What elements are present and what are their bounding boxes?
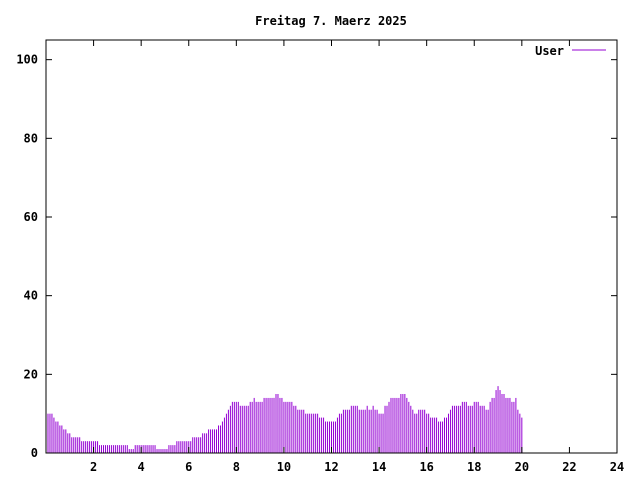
- tick-label: 24: [610, 460, 624, 474]
- chart-title: Freitag 7. Maerz 2025: [255, 14, 407, 28]
- tick-label: 20: [515, 460, 529, 474]
- tick-label: 14: [372, 460, 386, 474]
- tick-label: 80: [24, 131, 38, 145]
- bars-group: [45, 386, 523, 453]
- tick-label: 12: [324, 460, 338, 474]
- tick-label: 8: [233, 460, 240, 474]
- legend-label-user: User: [535, 44, 564, 58]
- tick-label: 60: [24, 210, 38, 224]
- tick-label: 22: [562, 460, 576, 474]
- plot-frame: [45, 39, 618, 454]
- tick-label: 6: [185, 460, 192, 474]
- tick-label: 40: [24, 289, 38, 303]
- tick-label: 10: [277, 460, 291, 474]
- tick-label: 0: [31, 446, 38, 460]
- tick-label: 4: [138, 460, 145, 474]
- legend: User: [535, 44, 606, 58]
- tick-label: 100: [16, 53, 38, 67]
- tick-label: 16: [419, 460, 433, 474]
- tick-label: 2: [90, 460, 97, 474]
- tick-label: 18: [467, 460, 481, 474]
- tick-label: 20: [24, 367, 38, 381]
